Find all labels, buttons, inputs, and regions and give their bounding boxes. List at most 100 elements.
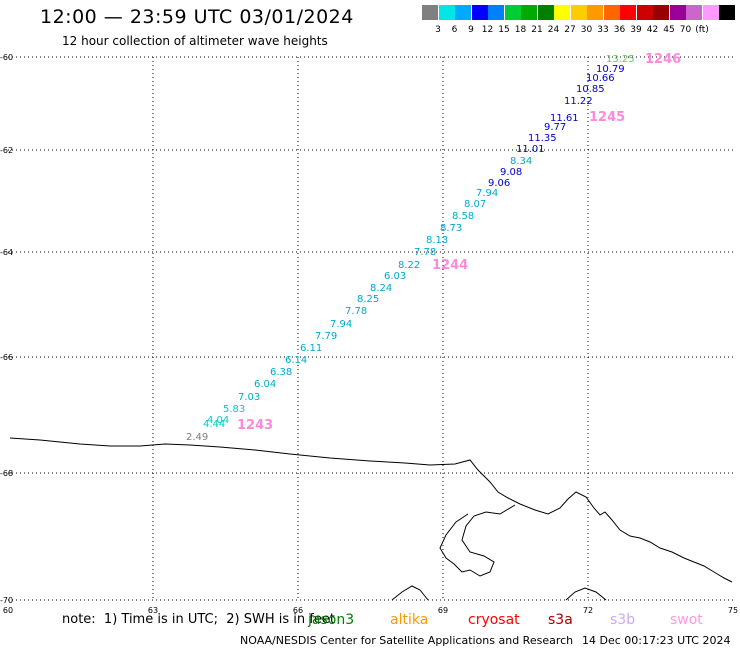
wave-height-value: 9.06: [488, 178, 510, 189]
y-tick-label: -68: [0, 469, 13, 478]
wave-height-value: 10.66: [586, 73, 615, 84]
satellite-name: altika: [390, 612, 429, 628]
x-tick-label: 72: [583, 606, 593, 615]
pass-label: 1243: [237, 418, 273, 433]
axis-ticks: 60 63 66 69 72 75 -60 -62 -64 -66 -68 -70: [0, 53, 738, 615]
x-tick-label: 63: [148, 606, 158, 615]
wave-height-value: 4.04: [207, 415, 229, 426]
pass-label: 1245: [589, 110, 625, 125]
wave-height-value: 7.78: [345, 306, 367, 317]
scale-label: 42: [646, 25, 659, 35]
scale-swatch: [603, 5, 620, 20]
wave-height-labels: 2.49 4.444.045.837.03 6.046.386.146.117.79…: [186, 54, 635, 443]
pass-labels: 1243 1244 1245 1246: [237, 52, 681, 433]
pass-label: 1246: [645, 52, 681, 67]
x-tick-label: 66: [293, 606, 303, 615]
wave-height-value: 7.78: [414, 247, 436, 258]
scale-label: 27: [564, 25, 576, 35]
wave-height-value: 6.04: [254, 379, 276, 390]
wave-height-value: 7.94: [476, 188, 498, 199]
y-tick-label: -64: [0, 248, 13, 257]
scale-label: 15: [498, 25, 510, 35]
wave-height-value: 7.03: [238, 392, 260, 403]
wave-height-value: 8.73: [440, 223, 462, 234]
credit-text: NOAA/NESDIS Center for Satellite Applica…: [240, 634, 574, 647]
note-text: note: 1) Time is in UTC; 2) SWH is in fe…: [62, 612, 335, 627]
y-tick-label: -60: [0, 53, 13, 62]
scale-swatch: [438, 5, 455, 20]
coastline-south: [391, 585, 429, 601]
wave-height-value: 8.13: [426, 235, 448, 246]
scale-swatch: [537, 5, 554, 20]
wave-height-value: 6.11: [300, 343, 322, 354]
scale-label: 39: [630, 25, 642, 35]
wave-height-value: 11.61: [550, 113, 579, 124]
satellite-name: swot: [670, 612, 703, 628]
y-tick-label: -66: [0, 353, 13, 362]
timestamp-text: 14 Dec 00:17:23 UTC 2024: [582, 634, 731, 647]
wave-height-value: 11.35: [528, 133, 557, 144]
y-tick-label: -70: [0, 596, 13, 605]
scale-label: 12: [481, 25, 494, 35]
wave-height-value: 6.14: [285, 355, 307, 366]
wave-height-value: 2.49: [186, 432, 208, 443]
wave-height-value: 8.24: [370, 283, 392, 294]
wave-height-value: 8.34: [510, 156, 532, 167]
wave-height-value: 10.85: [576, 84, 605, 95]
scale-swatch: [653, 5, 669, 20]
pass-label: 1244: [432, 258, 468, 273]
scale-swatch: [455, 5, 471, 20]
satellite-name: s3a: [548, 612, 573, 628]
coastline-southeast: [565, 587, 607, 601]
wave-height-value: 6.38: [270, 367, 292, 378]
wave-height-value: 9.08: [500, 167, 522, 178]
scale-label: 6: [451, 25, 458, 35]
scale-swatch: [620, 5, 636, 20]
map-title: 12:00 — 23:59 UTC 03/01/2024: [40, 6, 354, 28]
scale-swatch: [669, 5, 686, 20]
scale-swatch: [570, 5, 587, 20]
scale-swatch: [636, 5, 653, 20]
scale-label: 45: [663, 25, 675, 35]
scale-swatch: [521, 5, 537, 20]
map-subtitle: 12 hour collection of altimeter wave hei…: [62, 34, 328, 48]
wave-height-value: 7.79: [315, 331, 337, 342]
wave-height-value: 6.03: [384, 271, 406, 282]
scale-label: 36: [613, 25, 626, 35]
scale-swatch: [554, 5, 570, 20]
scale-label: 3: [435, 25, 441, 35]
wave-height-value: 7.94: [330, 319, 352, 330]
scale-label: 21: [531, 25, 543, 35]
scale-swatch: [686, 5, 702, 20]
coastline: [9, 437, 733, 583]
scale-swatch: [504, 5, 521, 20]
wave-height-value: 13.25: [606, 54, 635, 65]
scale-label: 30: [580, 25, 593, 35]
scale-label: 9: [468, 25, 474, 35]
wave-height-value: 9.77: [544, 122, 566, 133]
scale-swatch: [719, 5, 735, 20]
wave-height-value: 8.07: [464, 199, 486, 210]
scale-label: 18: [514, 25, 527, 35]
y-tick-label: -62: [0, 146, 13, 155]
scale-swatch: [471, 5, 488, 20]
wave-height-value: 8.22: [398, 260, 420, 271]
wave-height-value: 4.44: [203, 419, 225, 430]
wave-height-value: 11.01: [516, 144, 545, 155]
x-tick-label: 75: [728, 606, 738, 615]
scale-swatch: [488, 5, 504, 20]
satellite-name: s3b: [610, 612, 636, 628]
coastline-bay: [439, 504, 516, 577]
scale-label: 33: [597, 25, 609, 35]
wave-height-value: 10.79: [596, 64, 625, 75]
scale-swatch: [587, 5, 603, 20]
scale-swatch: [422, 5, 438, 20]
wave-height-value: 11.22: [564, 96, 593, 107]
grid-lines: [8, 56, 733, 601]
wave-height-value: 8.58: [452, 211, 474, 222]
wave-height-value: 8.25: [357, 294, 379, 305]
scale-swatch: [702, 5, 719, 20]
wave-height-value: 5.83: [223, 404, 245, 415]
satellite-name: jason3: [308, 612, 355, 628]
